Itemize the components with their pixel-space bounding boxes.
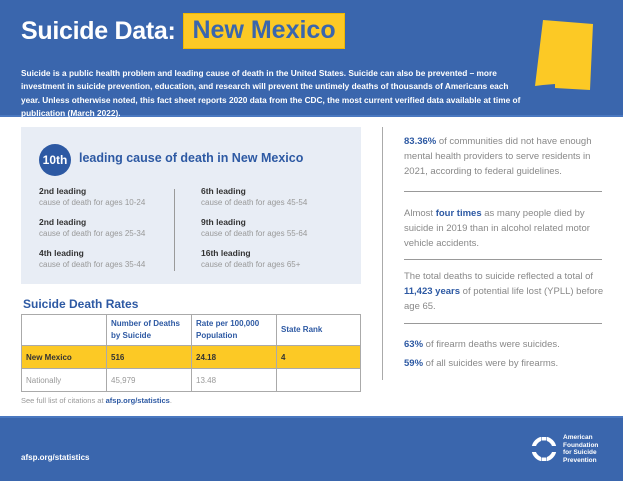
leading-cause-box: 10th leading cause of death in New Mexic… bbox=[21, 127, 361, 284]
fact-firearm-suicides: 59% of all suicides were by firearms. bbox=[404, 358, 559, 369]
new-mexico-map-icon bbox=[535, 20, 593, 90]
age-group-item: 2nd leading cause of death for ages 10-24 bbox=[39, 185, 145, 216]
fact-highlight: 83.36% bbox=[404, 136, 437, 147]
fact-divider bbox=[404, 191, 602, 192]
age-group-column-left: 2nd leading cause of death for ages 10-24… bbox=[39, 185, 145, 278]
item-sub: cause of death for ages 10-24 bbox=[39, 198, 146, 207]
item-sub: cause of death for ages 65+ bbox=[201, 260, 301, 269]
table-row: New Mexico 516 24.18 4 bbox=[21, 345, 361, 369]
fact-highlight: four times bbox=[435, 208, 482, 219]
life-ring-icon bbox=[531, 436, 557, 462]
header-cell bbox=[21, 314, 107, 346]
age-group-column-right: 6th leading cause of death for ages 45-54… bbox=[201, 185, 307, 278]
cell bbox=[276, 368, 361, 392]
header-cell: Rate per 100,000 Population bbox=[191, 314, 277, 346]
age-group-item: 4th leading cause of death for ages 35-44 bbox=[39, 247, 145, 278]
fact-highlight: 59% bbox=[404, 358, 424, 369]
citation-note: See full list of citations at afsp.org/s… bbox=[21, 396, 172, 405]
rank-badge: 10th bbox=[39, 144, 71, 176]
fact-firearm-deaths: 63% of firearm deaths were suicides. bbox=[404, 339, 560, 350]
logo-text: American Foundation for Suicide Preventi… bbox=[563, 434, 599, 464]
afsp-logo: American Foundation for Suicide Preventi… bbox=[531, 434, 598, 464]
header-cell: Number of Deaths by Suicide bbox=[106, 314, 192, 346]
item-sub: cause of death for ages 45-54 bbox=[201, 198, 308, 207]
cell: 45,979 bbox=[106, 368, 192, 392]
fact-highlight: 11,423 years bbox=[404, 286, 461, 297]
item-head: 16th leading bbox=[201, 248, 251, 258]
header-banner: Suicide Data: New Mexico Suicide is a pu… bbox=[0, 0, 623, 118]
item-head: 6th leading bbox=[201, 186, 246, 196]
age-group-item: 16th leading cause of death for ages 65+ bbox=[201, 247, 307, 278]
cell: 516 bbox=[106, 345, 192, 369]
rates-table-title: Suicide Death Rates bbox=[23, 297, 139, 311]
header-cell: State Rank bbox=[276, 314, 361, 346]
age-group-item: 2nd leading cause of death for ages 25-34 bbox=[39, 216, 145, 247]
page-title: Suicide Data: bbox=[21, 16, 176, 45]
item-head: 2nd leading bbox=[39, 217, 87, 227]
cell: 24.18 bbox=[191, 345, 277, 369]
citation-text: See full list of citations at bbox=[21, 396, 106, 405]
item-head: 4th leading bbox=[39, 248, 84, 258]
fact-divider bbox=[404, 259, 602, 260]
item-sub: cause of death for ages 35-44 bbox=[39, 260, 146, 269]
fact-ypll: The total deaths to suicide reflected a … bbox=[404, 271, 604, 312]
cell: 4 bbox=[276, 345, 361, 369]
item-sub: cause of death for ages 25-34 bbox=[39, 229, 146, 238]
cell: Nationally bbox=[21, 368, 107, 392]
state-name-badge: New Mexico bbox=[183, 13, 345, 49]
citation-link[interactable]: afsp.org/statistics bbox=[105, 396, 170, 405]
cell: New Mexico bbox=[21, 345, 107, 369]
rank-label: leading cause of death in New Mexico bbox=[79, 151, 304, 165]
fact-vehicle-accidents: Almost four times as many people died by… bbox=[404, 208, 590, 249]
section-divider bbox=[382, 127, 383, 380]
item-sub: cause of death for ages 55-64 bbox=[201, 229, 308, 238]
fact-divider bbox=[404, 323, 602, 324]
age-group-item: 6th leading cause of death for ages 45-54 bbox=[201, 185, 307, 216]
fact-highlight: 63% bbox=[404, 339, 424, 350]
suicide-death-rates-table: Number of Deaths by Suicide Rate per 100… bbox=[21, 314, 361, 392]
footer-banner: afsp.org/statistics American Foundation … bbox=[0, 416, 623, 481]
footer-link[interactable]: afsp.org/statistics bbox=[21, 453, 90, 462]
fact-providers: 83.36% of communities did not have enoug… bbox=[404, 136, 592, 177]
cell: 13.48 bbox=[191, 368, 277, 392]
intro-paragraph: Suicide is a public health problem and l… bbox=[21, 68, 521, 118]
table-header-row: Number of Deaths by Suicide Rate per 100… bbox=[21, 314, 361, 346]
table-row: Nationally 45,979 13.48 bbox=[21, 368, 361, 392]
age-group-item: 9th leading cause of death for ages 55-64 bbox=[201, 216, 307, 247]
item-head: 2nd leading bbox=[39, 186, 87, 196]
column-divider bbox=[174, 189, 175, 271]
item-head: 9th leading bbox=[201, 217, 246, 227]
citation-suffix: . bbox=[169, 396, 172, 405]
title-row: Suicide Data: New Mexico bbox=[21, 13, 345, 49]
